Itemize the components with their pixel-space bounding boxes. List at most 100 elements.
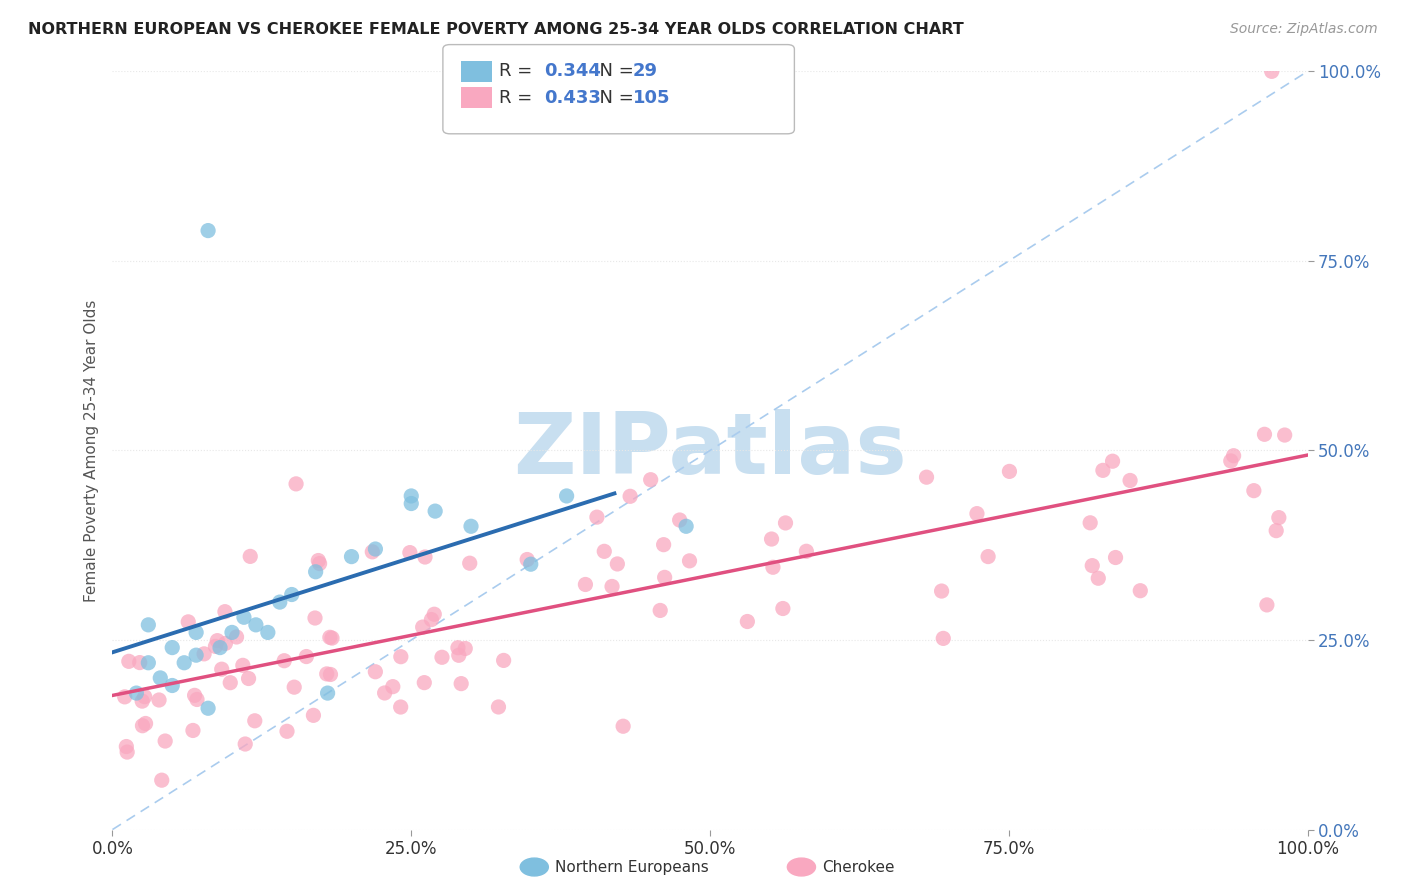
Point [586,510,609,524]
Point [177,615,200,629]
Point [219,675,242,690]
Point [675,519,697,533]
Point [1104,550,1126,565]
Point [149,671,172,685]
Text: N =: N = [588,62,640,80]
Point [245,617,267,632]
Point [319,667,342,681]
Text: 0.433: 0.433 [544,89,600,107]
Point [273,654,295,668]
Point [305,565,328,579]
Point [186,648,208,662]
Point [225,630,247,644]
Point [211,662,233,676]
Point [619,489,641,503]
Point [520,557,543,572]
Text: 0.344: 0.344 [544,62,600,80]
Text: Northern Europeans: Northern Europeans [555,860,709,874]
Point [966,507,988,521]
Point [304,611,326,625]
Point [221,625,243,640]
Point [233,737,256,751]
Point [269,595,291,609]
Point [1091,463,1114,477]
Point [555,489,578,503]
Point [361,545,384,559]
Point [612,719,634,733]
Point [650,603,672,617]
Point [319,630,342,644]
Point [209,640,232,655]
Text: 105: 105 [633,89,671,107]
Point [115,745,138,759]
Text: Cherokee: Cherokee [823,860,896,874]
Point [447,648,470,663]
Point [640,473,662,487]
Point [131,719,153,733]
Point [401,496,423,510]
Point [321,631,343,645]
Point [1129,583,1152,598]
Point [399,546,422,560]
Point [775,516,797,530]
Point [233,610,256,624]
Point [214,605,236,619]
Point [425,504,447,518]
Point [281,588,304,602]
Point [1268,510,1291,524]
Point [413,675,436,690]
Point [316,686,339,700]
Point [1265,524,1288,538]
Point [1261,64,1284,78]
Point [1243,483,1265,498]
Point [150,773,173,788]
Point [204,640,226,654]
Point [183,689,205,703]
Point [118,654,141,668]
Point [1081,558,1104,573]
Point [420,613,443,627]
Point [430,650,453,665]
Point [401,489,423,503]
Point [153,734,176,748]
Point [447,640,470,655]
Point [148,693,170,707]
Point [1253,427,1275,442]
Point [977,549,1000,564]
Point [173,656,195,670]
Point [761,532,783,546]
Point [138,617,160,632]
Point [931,584,953,599]
Point [772,601,794,615]
Point [1274,428,1296,442]
Point [796,544,818,558]
Point [285,476,308,491]
Point [162,640,183,655]
Point [115,739,138,754]
Point [600,579,623,593]
Point [413,549,436,564]
Text: R =: R = [499,62,538,80]
Point [193,647,215,661]
Point [1222,449,1244,463]
Point [652,538,675,552]
Point [737,615,759,629]
Text: 29: 29 [633,62,658,80]
Point [450,676,472,690]
Point [135,716,157,731]
Point [114,690,136,704]
Point [423,607,446,622]
Point [238,672,260,686]
Text: N =: N = [588,89,640,107]
Point [932,632,955,646]
Point [307,553,329,567]
Point [232,658,254,673]
Point [162,678,183,692]
Point [283,680,305,694]
Point [389,700,412,714]
Point [1219,454,1241,468]
Point [654,570,676,584]
Point [186,692,208,706]
Point [364,542,387,557]
Point [460,519,482,533]
